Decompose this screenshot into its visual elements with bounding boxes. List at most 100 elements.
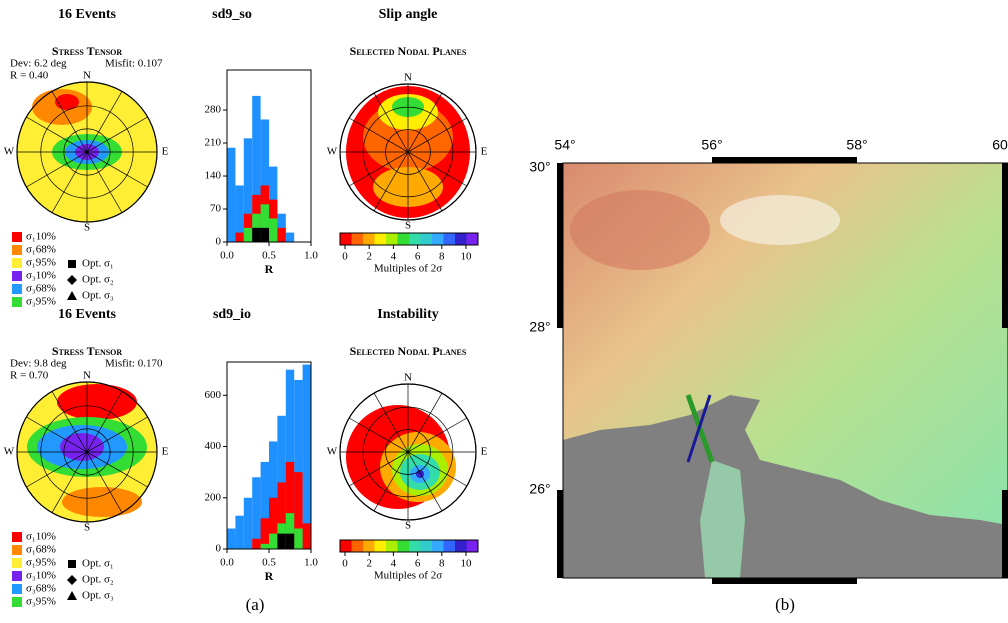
optimum-marker bbox=[68, 560, 76, 568]
histogram-bar bbox=[244, 228, 252, 242]
histogram-bar bbox=[269, 534, 277, 549]
colorbar-tick-label: 4 bbox=[391, 251, 397, 263]
panel-title: 16 Events bbox=[58, 307, 117, 322]
compass-label: W bbox=[4, 146, 15, 158]
colorbar-tick-label: 8 bbox=[439, 251, 445, 263]
legend-label: Opt. σ₃ bbox=[82, 290, 114, 302]
legend-label: σ₁10% bbox=[26, 231, 56, 243]
histogram-bar bbox=[235, 516, 243, 549]
colorbar-cell bbox=[444, 540, 456, 552]
x-tick-label: 1.0 bbox=[304, 250, 318, 262]
colorbar-cell bbox=[375, 540, 387, 552]
histogram-bar bbox=[261, 228, 269, 242]
highland bbox=[720, 195, 840, 245]
colorbar-cell bbox=[409, 540, 421, 552]
colorbar-tick-label: 10 bbox=[461, 251, 473, 263]
colorbar-cell bbox=[421, 233, 433, 245]
highland bbox=[570, 190, 710, 270]
compass-label: N bbox=[83, 70, 91, 82]
colorbar-cell bbox=[352, 540, 364, 552]
histogram-bar bbox=[227, 148, 235, 242]
colorbar-cell bbox=[386, 540, 398, 552]
legend-label: σ₃68% bbox=[26, 283, 56, 295]
legend-label: σ₃95% bbox=[26, 596, 56, 608]
colorbar-cell bbox=[398, 233, 410, 245]
frame-tick bbox=[712, 157, 857, 163]
compass-label: W bbox=[327, 446, 338, 458]
colorbar-cell bbox=[340, 540, 352, 552]
optimum-marker bbox=[67, 291, 77, 300]
legend-label: σ₃95% bbox=[26, 296, 56, 308]
x-tick-label: 1.0 bbox=[304, 557, 318, 569]
colorbar-cell bbox=[398, 540, 410, 552]
x-axis-label: R bbox=[265, 569, 274, 583]
legend-swatch bbox=[12, 571, 22, 581]
longitude-label: 56° bbox=[701, 137, 722, 153]
legend-swatch bbox=[12, 284, 22, 294]
x-tick-label: 0.5 bbox=[262, 557, 276, 569]
x-axis-label: R bbox=[265, 262, 274, 276]
compass-label: S bbox=[84, 222, 90, 234]
histogram-bar bbox=[294, 529, 302, 549]
y-tick-label: 600 bbox=[205, 389, 222, 401]
caption: (b) bbox=[775, 595, 795, 614]
compass-label: S bbox=[84, 522, 90, 534]
legend-swatch bbox=[12, 558, 22, 568]
legend-label: σ₃68% bbox=[26, 583, 56, 595]
optimum-marker bbox=[68, 260, 76, 268]
colorbar-tick-label: 6 bbox=[415, 558, 421, 570]
legend-label: Opt. σ₃ bbox=[82, 590, 114, 602]
histogram-bar bbox=[269, 218, 277, 242]
legend-swatch bbox=[12, 258, 22, 268]
x-tick-label: 0.5 bbox=[262, 250, 276, 262]
latitude-label: 28° bbox=[529, 319, 550, 335]
colorbar-cell bbox=[467, 233, 479, 245]
colorbar-cell bbox=[444, 233, 456, 245]
y-tick-label: 0 bbox=[216, 543, 222, 555]
legend-label: Opt. σ₂ bbox=[82, 574, 114, 586]
frame-tick bbox=[557, 163, 563, 328]
net-title: Selected Nodal Planes bbox=[350, 344, 467, 358]
x-tick-label: 0.0 bbox=[220, 250, 234, 262]
colorbar-cell bbox=[455, 233, 467, 245]
panel-title: sd9_so bbox=[212, 7, 252, 22]
legend-label: σ₃10% bbox=[26, 270, 56, 282]
compass-label: E bbox=[162, 446, 169, 458]
compass-label: S bbox=[405, 520, 411, 532]
annotation: Dev: 6.2 deg bbox=[10, 58, 67, 70]
histogram-bar bbox=[277, 534, 285, 549]
legend-label: σ₁10% bbox=[26, 531, 56, 543]
optimum-marker bbox=[67, 575, 77, 585]
net-title: Selected Nodal Planes bbox=[350, 44, 467, 58]
panel-title: sd9_io bbox=[213, 307, 251, 322]
legend-label: σ₁68% bbox=[26, 544, 56, 556]
colorbar-tick-label: 8 bbox=[439, 558, 445, 570]
longitude-label: 54° bbox=[554, 137, 575, 153]
colorbar-tick-label: 4 bbox=[391, 558, 397, 570]
frame-tick bbox=[557, 490, 563, 578]
colorbar-cell bbox=[409, 233, 421, 245]
histogram-bar bbox=[303, 365, 311, 549]
compass-label: W bbox=[4, 446, 15, 458]
latitude-label: 26° bbox=[529, 481, 550, 497]
latitude-label: 30° bbox=[529, 159, 550, 175]
y-tick-label: 0 bbox=[216, 236, 222, 248]
colorbar-cell bbox=[467, 540, 479, 552]
colorbar-cell bbox=[340, 233, 352, 245]
colorbar-tick-label: 10 bbox=[461, 558, 473, 570]
legend-swatch bbox=[12, 297, 22, 307]
compass-label: S bbox=[405, 220, 411, 232]
colorbar-cell bbox=[386, 233, 398, 245]
compass-label: E bbox=[481, 146, 488, 158]
legend-label: σ₃10% bbox=[26, 570, 56, 582]
annotation: Misfit: 0.107 bbox=[105, 58, 163, 70]
compass-label: N bbox=[404, 72, 412, 84]
histogram-bar bbox=[227, 529, 235, 549]
longitude-label: 60 bbox=[992, 137, 1008, 153]
histogram-bar bbox=[244, 498, 252, 549]
colorbar-label: Multiples of 2σ bbox=[374, 570, 442, 582]
colorbar-cell bbox=[455, 540, 467, 552]
y-tick-label: 400 bbox=[205, 440, 222, 452]
colorbar-tick-label: 6 bbox=[415, 251, 421, 263]
annotation: R = 0.70 bbox=[10, 370, 49, 382]
